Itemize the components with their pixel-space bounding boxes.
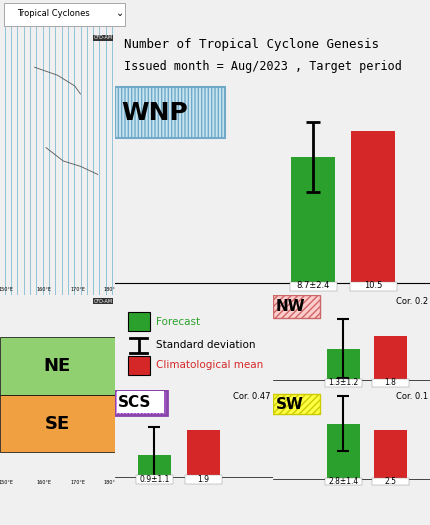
Text: 2.8±1.4: 2.8±1.4: [328, 477, 359, 486]
Bar: [0, 337, 115, 395]
Bar: [136, 475, 173, 484]
Text: 1.8: 1.8: [385, 378, 396, 387]
Text: 150°E: 150°E: [0, 480, 13, 485]
Text: 170°E: 170°E: [71, 287, 86, 292]
Bar: [350, 282, 397, 291]
Text: 0.9±1.1: 0.9±1.1: [139, 475, 169, 484]
Bar: [273, 295, 320, 318]
Text: 8.7±2.4: 8.7±2.4: [297, 281, 330, 290]
Bar: [0, 395, 115, 453]
Text: Cor. 0.2: Cor. 0.2: [396, 297, 428, 306]
Bar: [292, 157, 335, 284]
Text: CFD-AM: CFD-AM: [94, 35, 113, 40]
Text: 160°E: 160°E: [36, 287, 51, 292]
Bar: [325, 379, 362, 387]
Bar: [325, 478, 362, 485]
FancyBboxPatch shape: [4, 3, 125, 26]
Text: NW: NW: [276, 299, 305, 314]
Bar: [374, 429, 407, 479]
Text: 160°E: 160°E: [36, 480, 51, 485]
Bar: [290, 282, 337, 291]
Text: SW: SW: [276, 397, 304, 412]
Text: Tropical Cyclones: Tropical Cyclones: [17, 9, 90, 18]
Text: 2.5: 2.5: [384, 477, 396, 486]
Text: Cor. 0.1: Cor. 0.1: [396, 392, 428, 402]
Text: SE: SE: [45, 415, 70, 433]
Text: Number of Tropical Cyclone Genesis: Number of Tropical Cyclone Genesis: [124, 38, 379, 50]
Bar: [327, 424, 360, 479]
Text: NE: NE: [44, 357, 71, 375]
Text: 180°: 180°: [103, 480, 115, 485]
Text: Standard deviation: Standard deviation: [156, 340, 255, 350]
Bar: [351, 131, 395, 284]
Bar: [114, 390, 167, 415]
Bar: [327, 349, 360, 380]
Bar: [187, 430, 220, 477]
Text: 10.5: 10.5: [364, 281, 383, 290]
Text: ⌄: ⌄: [116, 8, 124, 18]
Bar: [372, 379, 409, 387]
Text: SCS: SCS: [118, 395, 151, 410]
Text: 1.9: 1.9: [198, 475, 209, 484]
Text: 170°E: 170°E: [71, 480, 86, 485]
Text: Issued month = Aug/2023 , Target period: Issued month = Aug/2023 , Target period: [124, 60, 402, 73]
Text: CFD-AM: CFD-AM: [94, 299, 113, 304]
Text: Cor. 0.47: Cor. 0.47: [233, 392, 270, 401]
Bar: [117, 392, 164, 413]
Bar: [374, 337, 407, 380]
Bar: [273, 394, 320, 414]
Text: 150°E: 150°E: [0, 287, 13, 292]
Bar: [138, 455, 171, 477]
Text: 1.3±1.2: 1.3±1.2: [328, 378, 359, 387]
Bar: [115, 87, 225, 138]
Text: Forecast: Forecast: [156, 317, 200, 327]
Text: WNP: WNP: [121, 101, 188, 124]
Text: 180°: 180°: [103, 287, 115, 292]
Bar: [185, 475, 222, 484]
Text: Climatological mean: Climatological mean: [156, 360, 263, 370]
Bar: [372, 478, 409, 485]
